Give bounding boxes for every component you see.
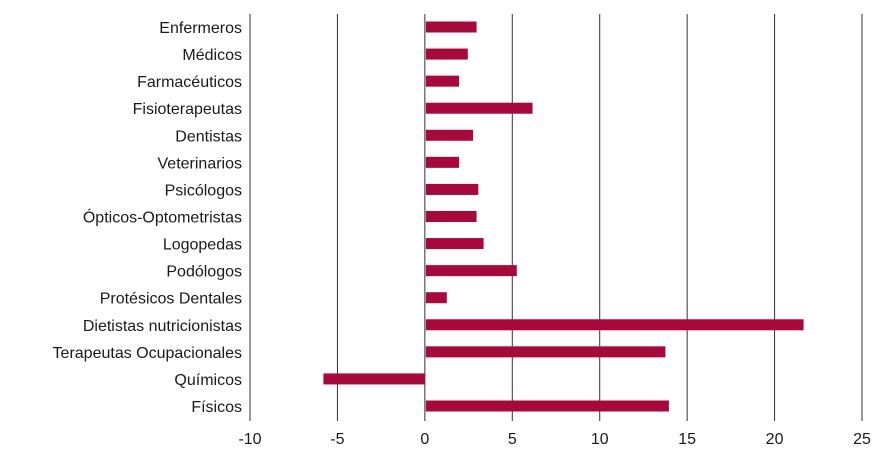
x-tick-label: 25 <box>853 431 871 448</box>
category-labels: Enfermeros Médicos Farmacéuticos Fisioterap… <box>53 20 242 416</box>
category-label: Farmacéuticos <box>137 74 242 91</box>
bar <box>425 156 460 168</box>
bar <box>425 211 477 222</box>
category-label: Terapeutas Ocupacionales <box>53 345 242 362</box>
bars <box>323 21 804 412</box>
bar <box>425 183 479 195</box>
x-tick-label: -10 <box>238 431 261 448</box>
x-tick-label: 5 <box>508 431 517 448</box>
bar <box>425 129 474 141</box>
bar <box>425 400 669 412</box>
bar <box>425 48 468 60</box>
bar <box>425 102 533 114</box>
category-label: Médicos <box>182 47 242 64</box>
bar <box>425 238 484 250</box>
category-label: Podólogos <box>166 264 242 281</box>
category-label: Dietistas nutricionistas <box>83 318 242 335</box>
category-label: Fisioterapeutas <box>133 101 242 118</box>
category-label: Ópticos-Optometristas <box>83 208 242 227</box>
x-tick-label: -5 <box>330 431 344 448</box>
x-tick-labels: -10 -5 0 5 10 15 20 25 <box>238 431 871 448</box>
category-label: Logopedas <box>163 237 242 254</box>
x-tick-label: 0 <box>420 431 429 448</box>
bar <box>425 292 447 304</box>
category-label: Físicos <box>191 399 242 416</box>
category-label: Veterinarios <box>158 155 243 172</box>
category-label: Psicólogos <box>165 182 242 199</box>
bar <box>425 21 477 33</box>
category-label: Protésicos Dentales <box>100 291 242 308</box>
bar <box>323 373 425 385</box>
bar <box>425 75 460 87</box>
category-label: Enfermeros <box>159 20 242 37</box>
category-label: Químicos <box>174 372 242 389</box>
category-label: Dentistas <box>175 128 242 145</box>
bar <box>425 265 517 277</box>
x-tick-label: 15 <box>678 431 696 448</box>
x-tick-label: 10 <box>591 431 609 448</box>
bar <box>425 319 804 331</box>
bar <box>425 346 666 358</box>
x-tick-label: 20 <box>766 431 784 448</box>
gridlines <box>249 14 863 421</box>
